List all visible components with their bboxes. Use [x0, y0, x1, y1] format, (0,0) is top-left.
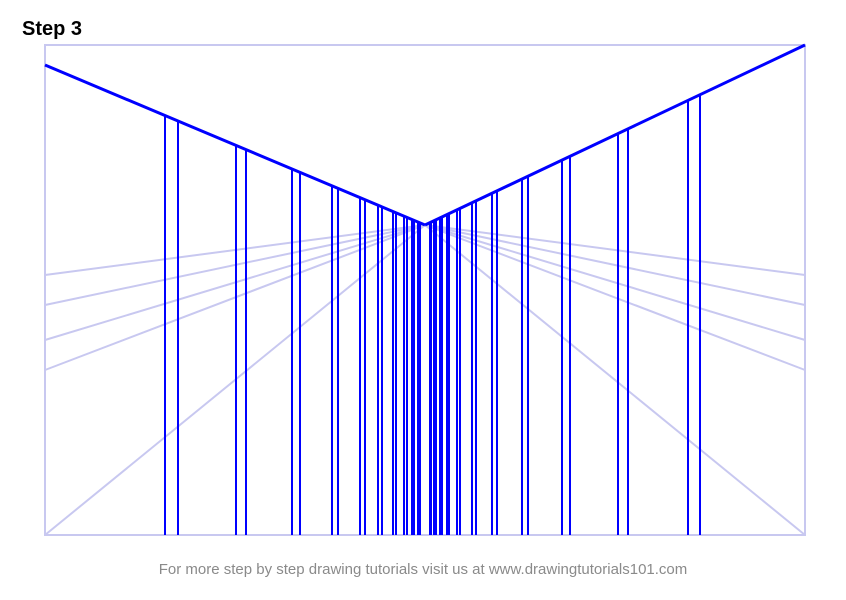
perspective-diagram: [0, 0, 846, 600]
step-label: Step 3: [22, 18, 82, 41]
footer-text: For more step by step drawing tutorials …: [0, 561, 846, 578]
